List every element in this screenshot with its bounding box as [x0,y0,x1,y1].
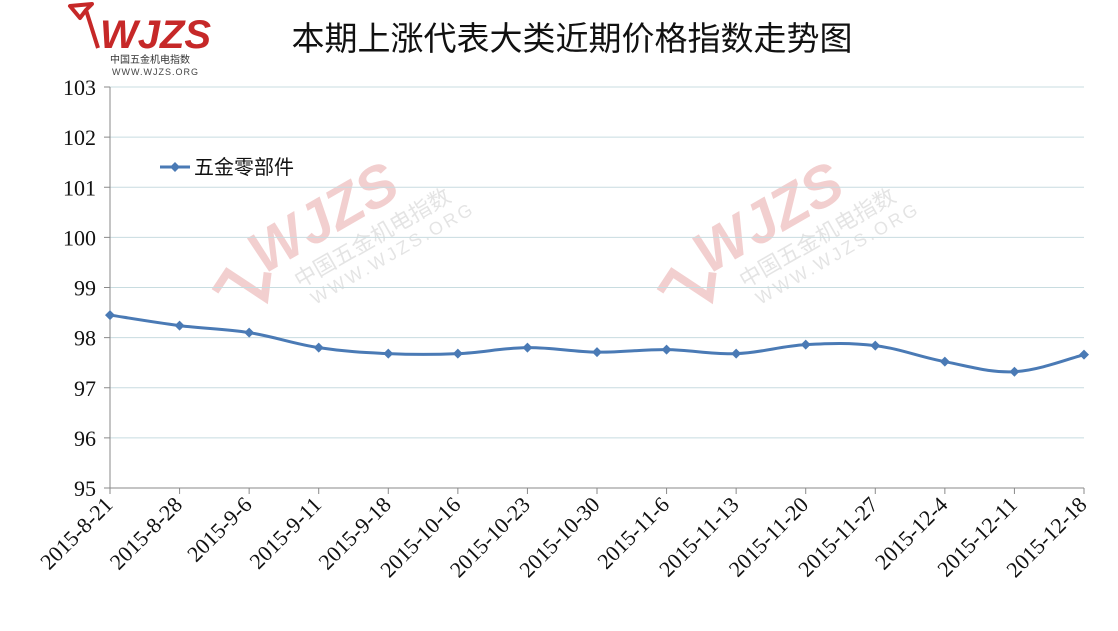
data-point [105,310,115,321]
data-point [592,347,602,358]
watermark-arrow-icon [211,267,272,305]
logo-arrow-icon [68,2,100,49]
data-point [870,340,881,351]
data-point [661,344,672,355]
data-point [244,327,255,338]
x-axis-ticks: 2015-8-212015-8-282015-9-62015-9-112015-… [35,488,1092,582]
y-tick-label: 103 [63,75,96,100]
y-tick-label: 98 [74,326,96,351]
grid-lines [110,86,1084,439]
x-tick-label: 2015-8-21 [35,492,117,574]
series-layer [105,310,1089,377]
legend-marker [170,162,180,172]
data-point [174,320,185,331]
logo-url: WWW.WJZS.ORG [112,67,199,77]
x-tick-label: 2015-8-28 [105,492,187,574]
y-tick-label: 95 [74,476,96,501]
y-axis-ticks: 95 96 97 98 99 100 101 102 103 [63,75,110,501]
logo-cn-name: 中国五金机电指数 [110,53,190,66]
data-point [383,348,394,359]
data-point [939,356,950,367]
data-point [313,342,324,353]
legend-label: 五金零部件 [194,155,294,179]
y-tick-label: 101 [63,175,96,200]
chart-title: 本期上涨代表大类近期价格指数走势图 [292,19,853,58]
brand-logo: WJZS 中国五金机电指数 WWW.WJZS.ORG [68,2,211,77]
y-tick-label: 99 [74,276,96,301]
data-point [731,348,742,359]
y-tick-label: 100 [63,225,96,250]
series-line [109,313,1085,374]
data-point [1079,349,1089,360]
watermark-arrow-icon [656,267,717,305]
y-tick-label: 96 [74,426,96,451]
legend: 五金零部件 [160,155,294,179]
y-tick-label: 102 [63,125,96,150]
data-point [522,342,533,353]
x-tick-label: 2015-9-11 [244,492,326,574]
data-point [452,348,463,359]
data-point [800,339,811,350]
y-tick-label: 97 [74,376,96,401]
logo-mark: WJZS [100,13,211,57]
data-point [1009,366,1020,377]
